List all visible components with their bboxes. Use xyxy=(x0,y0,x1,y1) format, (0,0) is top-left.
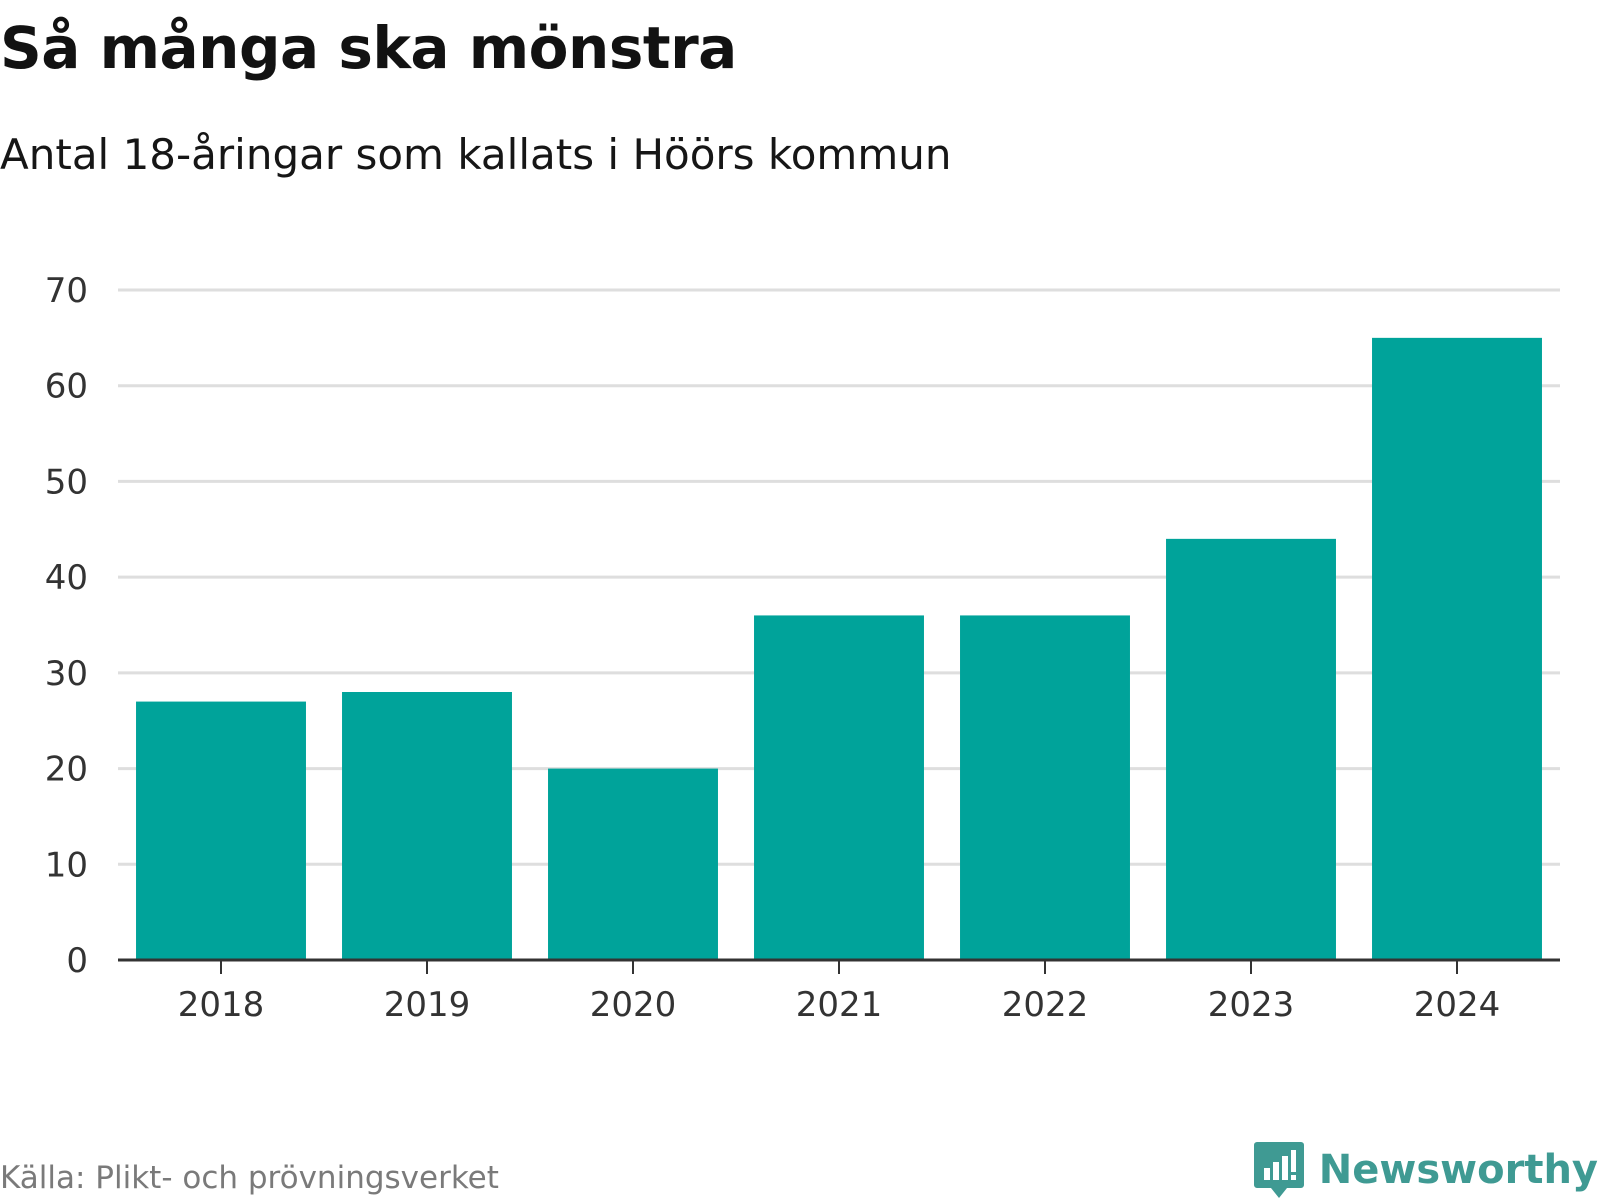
axes: 0 10 20 30 40 50 60 70 2018 2019 2020 2021 2022 2023 2… xyxy=(45,271,1560,1025)
y-tick-label: 10 xyxy=(45,845,88,885)
y-tick-label: 50 xyxy=(45,462,88,502)
y-tick-label: 20 xyxy=(45,750,88,790)
bar-2024 xyxy=(1372,337,1542,960)
y-tick-label: 70 xyxy=(45,271,88,311)
y-tick-label: 40 xyxy=(45,558,88,598)
x-tick-label: 2019 xyxy=(384,985,471,1025)
bar-2022 xyxy=(960,615,1130,960)
x-tick-label: 2020 xyxy=(590,985,677,1025)
source-note: Källa: Plikt- och prövningsverket xyxy=(0,1160,499,1196)
bar-2021 xyxy=(754,615,924,960)
chart-title: Så många ska mönstra xyxy=(0,14,737,82)
y-tick-label: 60 xyxy=(45,367,88,407)
x-tick-label: 2018 xyxy=(178,985,265,1025)
y-tick-label: 0 xyxy=(66,941,88,981)
newsworthy-logo-icon xyxy=(1253,1142,1304,1198)
bar-2023 xyxy=(1166,538,1336,960)
x-tick-label: 2022 xyxy=(1002,985,1089,1025)
bar-chart: 0 10 20 30 40 50 60 70 2018 2019 2020 2021 2022 2023 2… xyxy=(45,271,1560,1025)
chart-subtitle: Antal 18-åringar som kallats i Höörs kom… xyxy=(0,130,952,179)
bars xyxy=(136,337,1542,960)
x-tick-label: 2021 xyxy=(796,985,883,1025)
bar-2020 xyxy=(548,768,718,960)
bar-2019 xyxy=(342,692,512,960)
x-tick-label: 2024 xyxy=(1414,985,1501,1025)
x-tick-label: 2023 xyxy=(1208,985,1295,1025)
brand-logo: Newsworthy xyxy=(1253,1140,1598,1200)
brand-name: Newsworthy xyxy=(1318,1147,1598,1193)
bar-2018 xyxy=(136,701,306,960)
y-tick-label: 30 xyxy=(45,654,88,694)
